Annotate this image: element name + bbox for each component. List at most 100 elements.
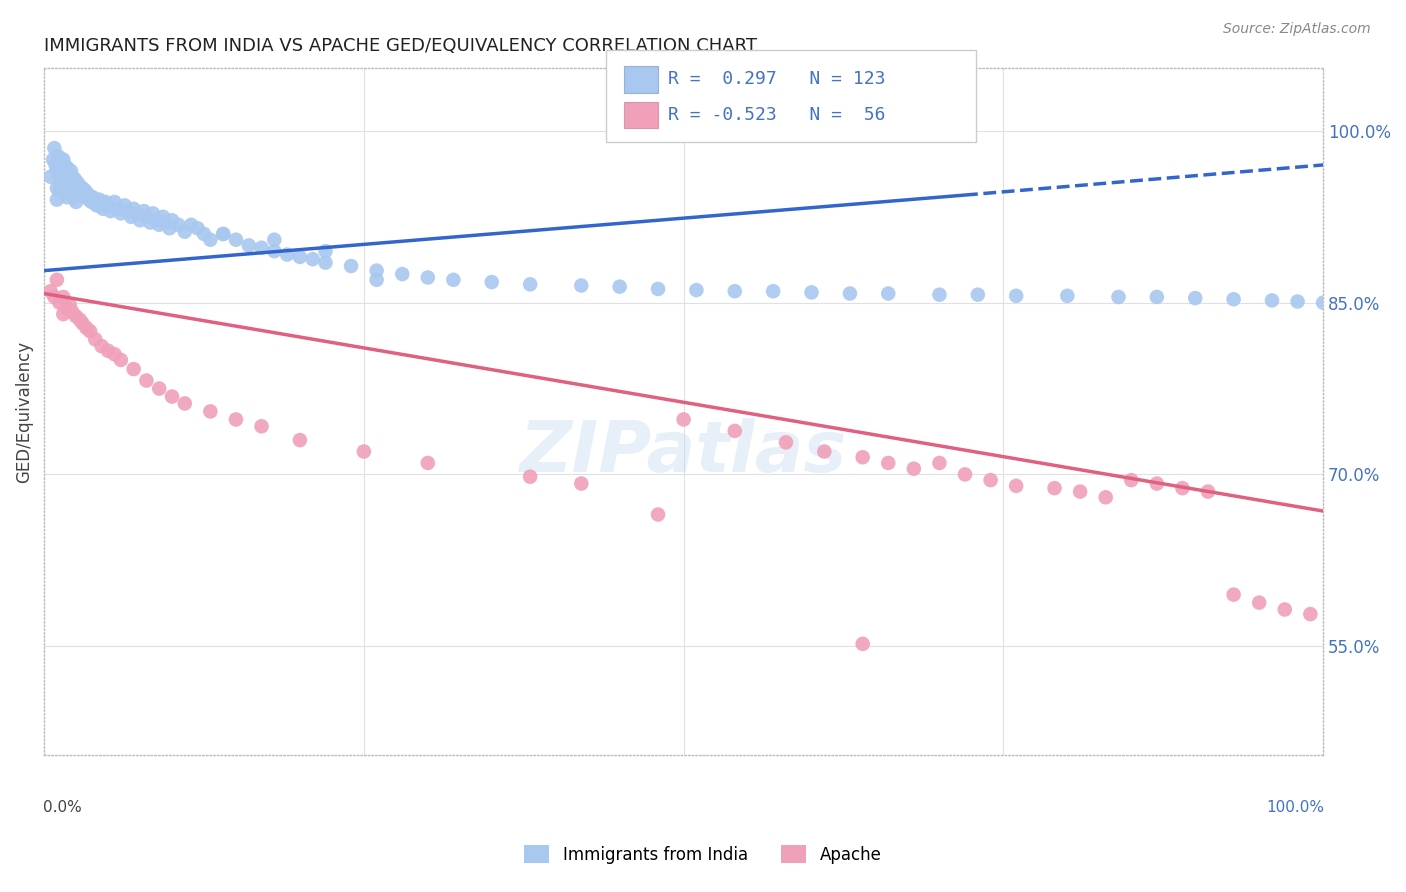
Point: [84, 194, 107, 209]
Point: [84, 332, 107, 346]
Text: 0.0%: 0.0%: [42, 799, 82, 814]
Point: [288, 433, 311, 447]
Point: [60, 169, 83, 184]
Point: [148, 382, 170, 396]
Point: [77, 193, 100, 207]
Point: [441, 273, 464, 287]
Point: [800, 285, 823, 300]
Point: [672, 412, 695, 426]
Point: [110, 352, 132, 367]
Point: [1069, 484, 1091, 499]
Point: [129, 213, 152, 227]
Point: [120, 210, 142, 224]
Point: [200, 233, 222, 247]
Point: [62, 190, 84, 204]
Point: [46, 149, 69, 163]
Point: [135, 374, 157, 388]
Point: [225, 412, 247, 426]
Point: [647, 508, 669, 522]
Point: [127, 206, 149, 220]
Point: [1146, 290, 1168, 304]
Point: [72, 316, 94, 330]
Point: [55, 178, 77, 193]
Point: [160, 390, 183, 404]
Text: ZIPatlas: ZIPatlas: [520, 418, 848, 487]
Point: [65, 194, 87, 209]
Point: [416, 456, 439, 470]
Point: [1299, 607, 1322, 621]
Point: [65, 181, 87, 195]
Point: [82, 190, 104, 204]
Point: [44, 141, 66, 155]
Point: [148, 218, 170, 232]
Point: [45, 181, 67, 195]
Point: [51, 161, 73, 175]
Point: [315, 244, 337, 259]
Point: [132, 204, 155, 219]
Legend: Immigrants from India, Apache: Immigrants from India, Apache: [517, 838, 889, 871]
Point: [366, 263, 388, 277]
Point: [173, 225, 195, 239]
Point: [60, 184, 83, 198]
Point: [315, 255, 337, 269]
Point: [724, 284, 747, 298]
Point: [49, 176, 72, 190]
Point: [152, 210, 174, 224]
Point: [1274, 602, 1296, 616]
Point: [569, 278, 592, 293]
Point: [56, 301, 79, 316]
Point: [481, 275, 503, 289]
Point: [212, 227, 235, 241]
Point: [45, 158, 67, 172]
Point: [238, 238, 260, 252]
Point: [58, 168, 80, 182]
Point: [1261, 293, 1284, 308]
Point: [1121, 473, 1143, 487]
Point: [980, 473, 1002, 487]
Point: [519, 277, 541, 292]
Point: [250, 419, 273, 434]
Text: R = -0.523   N =  56: R = -0.523 N = 56: [668, 106, 886, 124]
Point: [838, 286, 860, 301]
Point: [52, 153, 75, 167]
Point: [762, 284, 785, 298]
Point: [51, 181, 73, 195]
Point: [52, 290, 75, 304]
Point: [193, 227, 215, 241]
Point: [353, 444, 375, 458]
Text: IMMIGRANTS FROM INDIA VS APACHE GED/EQUIVALENCY CORRELATION CHART: IMMIGRANTS FROM INDIA VS APACHE GED/EQUI…: [44, 37, 756, 55]
Point: [852, 637, 875, 651]
Point: [79, 324, 101, 338]
Point: [45, 193, 67, 207]
Point: [69, 313, 91, 327]
Point: [76, 186, 98, 201]
Point: [65, 310, 87, 324]
Point: [105, 202, 128, 216]
Point: [97, 343, 120, 358]
Point: [52, 307, 75, 321]
Point: [117, 204, 139, 219]
Point: [110, 206, 132, 220]
Point: [173, 396, 195, 410]
Point: [1043, 481, 1066, 495]
Point: [72, 181, 94, 195]
Point: [39, 169, 62, 184]
Point: [86, 198, 108, 212]
Point: [877, 456, 900, 470]
Point: [276, 247, 298, 261]
Point: [90, 339, 112, 353]
Text: 100.0%: 100.0%: [1267, 799, 1324, 814]
Point: [159, 221, 181, 235]
Point: [59, 172, 82, 186]
Point: [301, 252, 323, 267]
Point: [366, 273, 388, 287]
Point: [42, 153, 65, 167]
Point: [45, 273, 67, 287]
Point: [59, 186, 82, 201]
Point: [391, 267, 413, 281]
Point: [212, 227, 235, 241]
Point: [1005, 479, 1028, 493]
Point: [79, 189, 101, 203]
Point: [122, 202, 145, 216]
Point: [187, 221, 209, 235]
